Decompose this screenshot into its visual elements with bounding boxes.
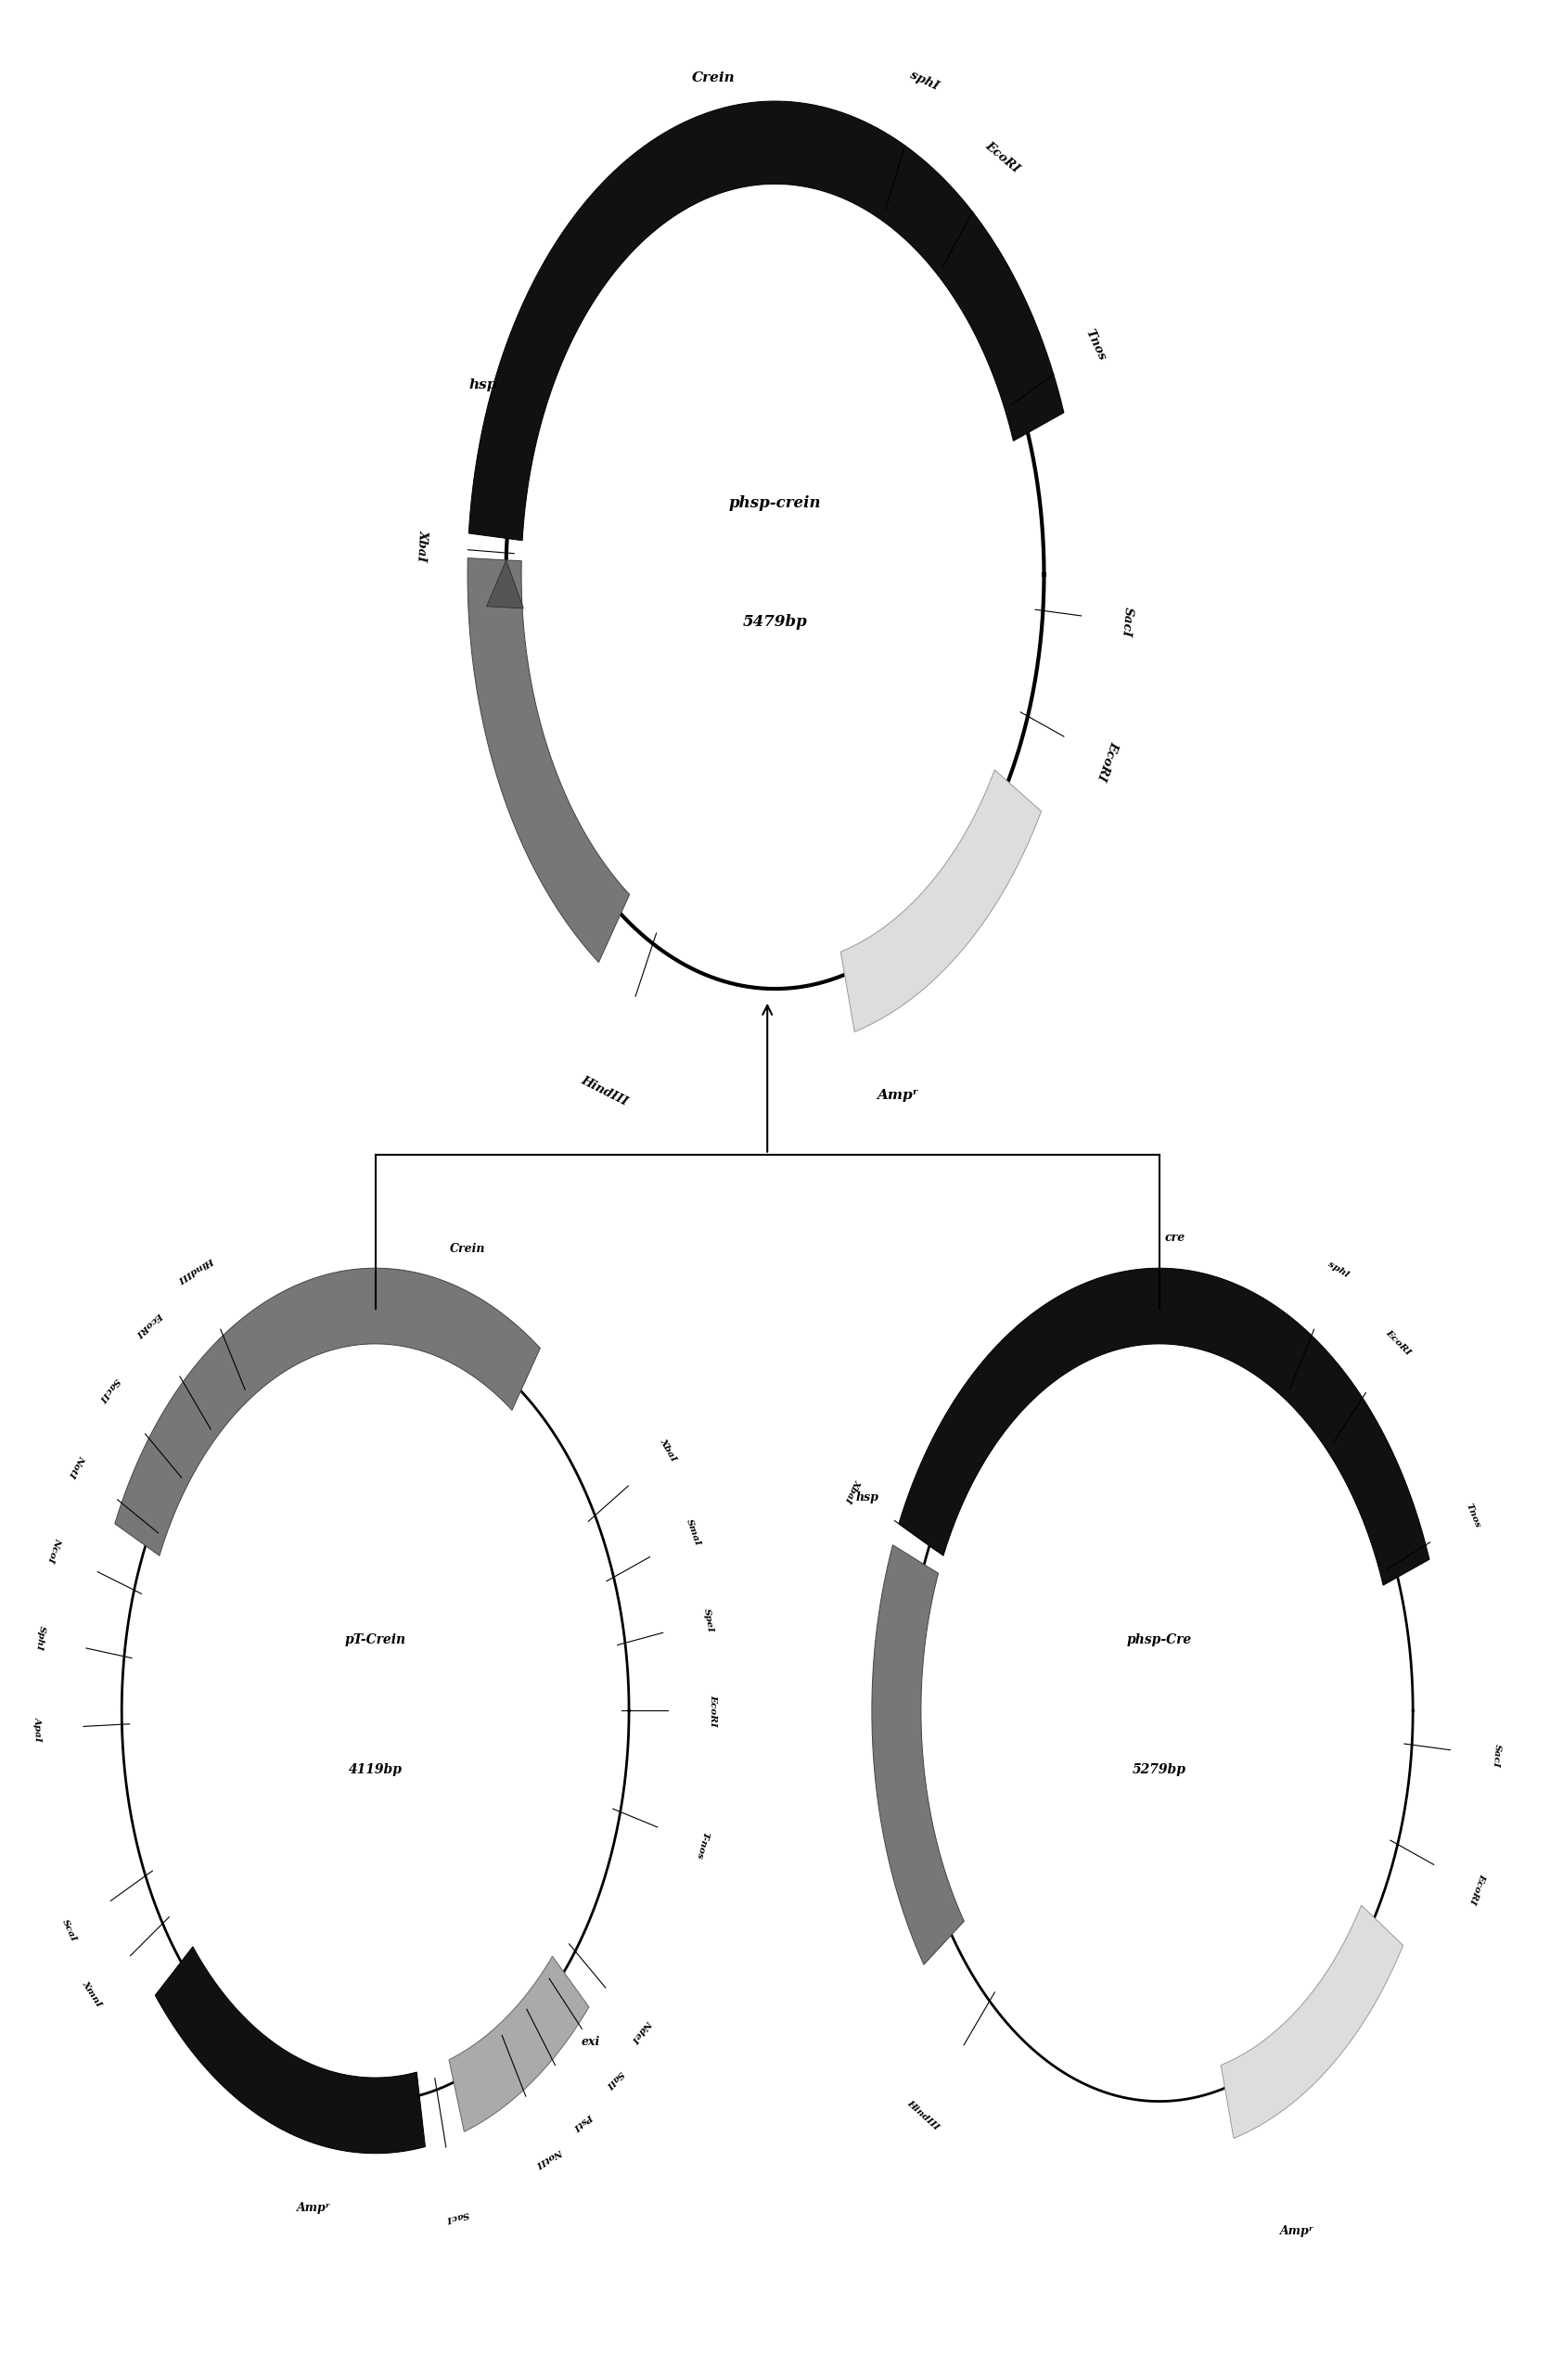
- Text: HindIII: HindIII: [177, 1254, 215, 1283]
- Text: EcoRI: EcoRI: [135, 1309, 164, 1338]
- Text: sphl: sphl: [1327, 1259, 1350, 1278]
- Text: SalI: SalI: [604, 2068, 625, 2090]
- Text: hsp: hsp: [856, 1492, 879, 1504]
- Text: SphI: SphI: [34, 1626, 46, 1652]
- Polygon shape: [155, 1947, 425, 2154]
- Text: XbaI: XbaI: [659, 1438, 677, 1464]
- Text: NcoI: NcoI: [46, 1537, 62, 1564]
- Polygon shape: [1221, 1906, 1403, 2137]
- Text: EcoRI: EcoRI: [1094, 740, 1121, 783]
- Text: EcoRI: EcoRI: [1468, 1873, 1486, 1906]
- Text: HindIII: HindIII: [905, 2099, 941, 2132]
- Text: Tnos: Tnos: [1465, 1502, 1482, 1530]
- Text: SacI: SacI: [445, 2209, 470, 2223]
- Text: XbaI: XbaI: [415, 531, 429, 562]
- Polygon shape: [871, 1545, 964, 1963]
- Text: XmnI: XmnI: [81, 1980, 104, 2009]
- Text: 4119bp: 4119bp: [349, 1764, 403, 1775]
- Text: Crein: Crein: [450, 1242, 485, 1254]
- Polygon shape: [487, 559, 524, 609]
- Text: pT-Crein: pT-Crein: [344, 1633, 406, 1647]
- Text: NotII: NotII: [535, 2147, 564, 2168]
- Text: 5479bp: 5479bp: [742, 614, 808, 631]
- Text: Crein: Crein: [691, 71, 735, 83]
- Text: hsp: hsp: [468, 378, 498, 393]
- Polygon shape: [468, 100, 1063, 540]
- Text: SpeI: SpeI: [702, 1606, 715, 1633]
- Text: PstI: PstI: [572, 2111, 595, 2130]
- Text: Ampʳ: Ampʳ: [877, 1088, 919, 1102]
- Text: Ampʳ: Ampʳ: [1280, 2225, 1314, 2237]
- Text: NotI: NotI: [67, 1454, 87, 1478]
- Text: cre: cre: [1164, 1230, 1184, 1242]
- Polygon shape: [450, 1956, 589, 2132]
- Text: SacI: SacI: [1119, 607, 1135, 638]
- Text: EcoRI: EcoRI: [710, 1695, 718, 1728]
- Text: Ampʳ: Ampʳ: [296, 2202, 332, 2213]
- Text: Tnos: Tnos: [1083, 326, 1108, 362]
- Text: XbaI: XbaI: [843, 1478, 862, 1504]
- Text: exi: exi: [581, 2037, 600, 2049]
- Text: EcoRI: EcoRI: [983, 140, 1021, 176]
- Text: ApaI: ApaI: [33, 1716, 42, 1742]
- Polygon shape: [899, 1269, 1429, 1585]
- Text: SacII: SacII: [98, 1376, 121, 1404]
- Text: ScaI: ScaI: [60, 1918, 78, 1944]
- Text: T-nos: T-nos: [694, 1830, 710, 1861]
- Text: NdeI: NdeI: [631, 2018, 653, 2044]
- Text: SacI: SacI: [1491, 1745, 1502, 1768]
- Polygon shape: [840, 769, 1042, 1033]
- Text: phsp-Cre: phsp-Cre: [1127, 1633, 1192, 1647]
- Text: phsp-crein: phsp-crein: [728, 495, 822, 512]
- Text: sphI: sphI: [908, 69, 941, 93]
- Text: 5279bp: 5279bp: [1133, 1764, 1186, 1775]
- Text: HindIII: HindIII: [578, 1073, 629, 1109]
- Polygon shape: [115, 1269, 541, 1557]
- Text: EcoRI: EcoRI: [1384, 1328, 1412, 1357]
- Text: SmaI: SmaI: [685, 1518, 702, 1547]
- Polygon shape: [468, 557, 629, 962]
